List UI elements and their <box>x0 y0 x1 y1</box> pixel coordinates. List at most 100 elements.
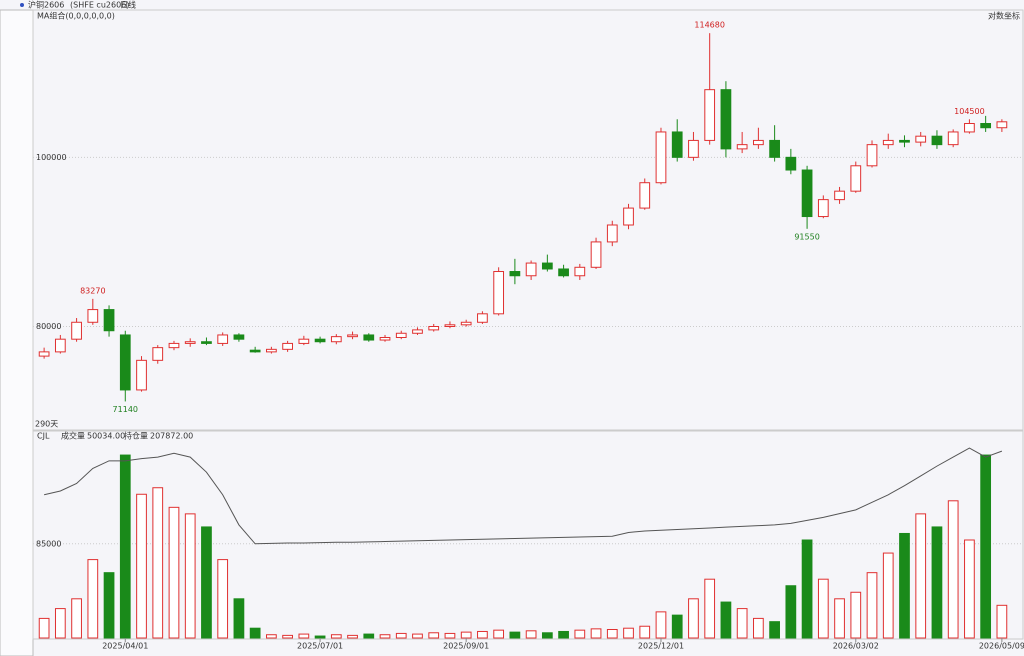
candle-body <box>38 351 50 357</box>
volume-bar <box>785 585 797 639</box>
legend-volume: 成交量 <box>61 431 85 441</box>
candle-body <box>509 271 521 277</box>
volume-title: CJL <box>37 432 50 441</box>
candle-body <box>330 336 342 343</box>
volume-bar <box>395 632 407 639</box>
extreme-label: 114680 <box>694 21 725 30</box>
volume-bar <box>493 629 505 639</box>
volume-bar <box>54 608 66 639</box>
volume-bar <box>330 634 342 639</box>
volume-bar <box>282 634 293 639</box>
extreme-label: 91550 <box>794 232 819 241</box>
candle-body <box>136 359 147 391</box>
candle-body <box>801 169 813 218</box>
volume-bar <box>606 629 618 639</box>
left-strip <box>0 9 34 656</box>
volume-bar <box>119 454 131 639</box>
candle-body <box>152 347 164 361</box>
volume-bar <box>217 559 229 639</box>
x-tick-label: 2025/09/01 <box>443 642 489 651</box>
candle-body <box>493 271 505 315</box>
candle-body <box>980 123 992 129</box>
volume-bar <box>363 633 375 639</box>
candle-body <box>184 341 196 344</box>
candle-body <box>850 165 862 192</box>
open-interest-line <box>44 447 1003 545</box>
extreme-label: 83270 <box>80 286 105 295</box>
candle-body <box>736 144 748 150</box>
legend-oi-value: 207872.00 <box>150 432 193 441</box>
candle-body <box>460 321 472 326</box>
candle-body <box>704 89 716 141</box>
candle-body <box>882 139 894 146</box>
x-tick-label: 2025/04/01 <box>102 642 148 651</box>
volume-bar <box>801 539 813 639</box>
candle-body <box>964 123 975 133</box>
candle-body <box>71 321 82 340</box>
volume-bar <box>817 578 829 639</box>
candle-body <box>834 190 845 201</box>
volume-bar <box>947 500 959 639</box>
footnote: 290天 <box>35 420 58 429</box>
volume-bar <box>233 598 245 639</box>
volume-bar <box>753 617 764 639</box>
x-tick-label: 2026/03/02 <box>833 642 879 651</box>
candle-body <box>915 135 927 143</box>
volume-bar <box>769 621 780 639</box>
scale-note[interactable]: 对数坐标 <box>988 11 1020 21</box>
candle-body <box>298 338 310 344</box>
volume-bar <box>688 598 699 639</box>
indicator[interactable]: MA组合(0,0,0,0,0,0) <box>37 11 115 21</box>
volume-bar <box>639 625 651 639</box>
symbol-code: (SHFE cu2606) <box>70 1 129 10</box>
volume-bar <box>574 629 586 639</box>
candle-body <box>379 336 391 341</box>
extreme-label: 71140 <box>113 405 138 414</box>
candle-body <box>688 139 699 158</box>
volume-bar <box>915 513 927 639</box>
volume-bar <box>201 526 212 639</box>
volume-bar <box>152 487 164 639</box>
candle-body <box>866 144 878 167</box>
volume-bar <box>168 506 180 639</box>
volume-bar <box>655 611 667 639</box>
volume-bar <box>931 526 943 639</box>
candle-body <box>103 309 115 332</box>
volume-bar <box>541 632 553 639</box>
volume-bar <box>103 572 115 639</box>
candle-body <box>363 334 375 341</box>
y2-tick-label: 85000 <box>36 539 61 548</box>
volume-bar <box>509 631 521 639</box>
x-tick-label: 2025/12/01 <box>638 642 684 651</box>
volume-bar <box>525 630 537 639</box>
volume-bar <box>704 578 716 639</box>
volume-bar <box>136 493 147 639</box>
candle-body <box>87 309 99 323</box>
volume-bar <box>866 572 878 639</box>
candle-body <box>639 182 651 209</box>
candle-body <box>119 334 131 391</box>
volume-bar <box>850 591 862 639</box>
period[interactable]: 日线 <box>120 0 136 10</box>
candle-body <box>606 224 618 243</box>
volume-bar <box>834 598 845 639</box>
volume-bar <box>379 634 391 639</box>
candle-body <box>623 207 634 226</box>
symbol-title: 沪铜2606 <box>28 0 64 10</box>
candle-body <box>168 342 180 349</box>
candle-body <box>266 348 277 353</box>
candle-body <box>201 341 212 344</box>
legend-volume-value: 50034.00 <box>87 432 125 441</box>
volume-bar <box>671 614 683 639</box>
candle-body <box>347 334 358 338</box>
candle-body <box>655 131 667 184</box>
volume-bar <box>558 630 569 639</box>
candle-body <box>996 121 1008 129</box>
candle-body <box>947 131 959 146</box>
x-tick-label: 2025/07/01 <box>297 642 343 651</box>
legend-oi: 持仓量 <box>124 431 148 441</box>
volume-bar <box>314 635 326 639</box>
volume-bar <box>477 630 488 639</box>
